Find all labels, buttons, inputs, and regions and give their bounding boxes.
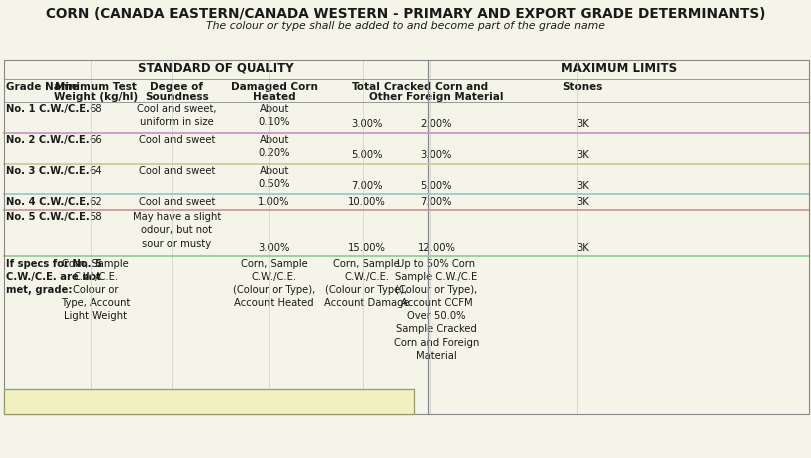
Text: Total: Total [352, 82, 381, 92]
Text: 62: 62 [89, 197, 102, 207]
Text: 3.00%: 3.00% [351, 120, 382, 130]
Text: Corn, Sample: Corn, Sample [62, 259, 129, 269]
Text: 7.00%: 7.00% [351, 181, 382, 191]
Text: Cool and sweet,: Cool and sweet, [137, 104, 217, 114]
Text: No. 3 C.W./C.E.: No. 3 C.W./C.E. [6, 166, 90, 176]
Text: 3.00%: 3.00% [259, 243, 290, 253]
Text: 0.50%: 0.50% [259, 179, 290, 189]
Text: 0.10%: 0.10% [259, 117, 290, 127]
Text: C.W./C.E.: C.W./C.E. [344, 272, 389, 282]
Text: NOTE: “K” in this table refers to Kernels or Kernel-size pieces in 500 grams.: NOTE: “K” in this table refers to Kernel… [12, 396, 389, 406]
Text: STANDARD OF QUALITY: STANDARD OF QUALITY [139, 62, 294, 75]
Text: Weight (kg/hl): Weight (kg/hl) [54, 92, 138, 102]
Text: Account Damage: Account Damage [324, 298, 410, 308]
Text: 3K: 3K [576, 243, 589, 253]
Text: Cracked Corn and: Cracked Corn and [384, 82, 488, 92]
Text: 12.00%: 12.00% [418, 243, 455, 253]
Text: Colour or: Colour or [73, 285, 118, 295]
Text: 3.00%: 3.00% [421, 150, 452, 160]
Text: Sample Cracked: Sample Cracked [396, 324, 477, 334]
Text: C.W./C.E. are not: C.W./C.E. are not [6, 272, 101, 282]
Text: 3K: 3K [576, 197, 589, 207]
Text: uniform in size: uniform in size [140, 117, 213, 127]
Text: MAXIMUM LIMITS: MAXIMUM LIMITS [560, 62, 677, 75]
Text: 3K: 3K [576, 181, 589, 191]
Text: met, grade:: met, grade: [6, 285, 73, 295]
Text: Up to 50% Corn: Up to 50% Corn [397, 259, 475, 269]
Text: (Colour or Type),: (Colour or Type), [233, 285, 315, 295]
Text: No. 1 C.W./C.E.: No. 1 C.W./C.E. [6, 104, 90, 114]
Text: 0.20%: 0.20% [259, 148, 290, 158]
Text: 7.00%: 7.00% [421, 197, 452, 207]
Text: 68: 68 [89, 104, 102, 114]
Text: If specs for No. 5: If specs for No. 5 [6, 259, 102, 269]
Text: Light Weight: Light Weight [64, 311, 127, 321]
Text: 3K: 3K [576, 120, 589, 130]
Text: Sample C.W./C.E: Sample C.W./C.E [395, 272, 478, 282]
Text: Account CCFM: Account CCFM [401, 298, 472, 308]
Text: 2.00%: 2.00% [421, 120, 452, 130]
Text: 58: 58 [89, 212, 102, 222]
Text: Grade Name: Grade Name [6, 82, 79, 92]
Text: sour or musty: sour or musty [142, 239, 212, 249]
Text: About: About [260, 104, 289, 114]
Text: Degee of: Degee of [150, 82, 204, 92]
Text: 15.00%: 15.00% [348, 243, 385, 253]
Text: Damaged Corn: Damaged Corn [230, 82, 318, 92]
Text: No. 2 C.W./C.E.: No. 2 C.W./C.E. [6, 135, 90, 145]
Text: Soundness: Soundness [145, 92, 208, 102]
Text: (Colour or Type),: (Colour or Type), [325, 285, 408, 295]
Text: 66: 66 [89, 135, 102, 145]
Text: About: About [260, 166, 289, 176]
Text: 3K: 3K [576, 150, 589, 160]
Text: 5.00%: 5.00% [421, 181, 452, 191]
Text: Other Foreign Material: Other Foreign Material [369, 92, 504, 102]
Text: Cool and sweet: Cool and sweet [139, 166, 215, 176]
Text: C.W./C.E.: C.W./C.E. [251, 272, 297, 282]
Text: Corn, Sample: Corn, Sample [241, 259, 307, 269]
Text: Type, Account: Type, Account [61, 298, 131, 308]
Text: Cool and sweet: Cool and sweet [139, 197, 215, 207]
Text: Material: Material [416, 351, 457, 361]
Text: 5.00%: 5.00% [351, 150, 382, 160]
Text: Heated: Heated [253, 92, 295, 102]
Text: The colour or type shall be added to and become part of the grade name: The colour or type shall be added to and… [206, 21, 605, 31]
Text: Account Heated: Account Heated [234, 298, 314, 308]
Text: (Colour or Type),: (Colour or Type), [395, 285, 478, 295]
Text: About: About [260, 135, 289, 145]
Text: Stones: Stones [562, 82, 603, 92]
Text: Cool and sweet: Cool and sweet [139, 135, 215, 145]
Text: Corn and Foreign: Corn and Foreign [393, 338, 479, 348]
Text: CORN (CANADA EASTERN/CANADA WESTERN - PRIMARY AND EXPORT GRADE DETERMINANTS): CORN (CANADA EASTERN/CANADA WESTERN - PR… [45, 7, 766, 21]
Text: No. 4 C.W./C.E.: No. 4 C.W./C.E. [6, 197, 90, 207]
Text: No. 5 C.W./C.E.: No. 5 C.W./C.E. [6, 212, 90, 222]
Text: Minimum Test: Minimum Test [55, 82, 136, 92]
Text: C.W./C.E.: C.W./C.E. [73, 272, 118, 282]
Text: 64: 64 [89, 166, 102, 176]
FancyBboxPatch shape [4, 389, 414, 414]
Text: Over 50.0%: Over 50.0% [407, 311, 466, 321]
Text: odour, but not: odour, but not [141, 225, 212, 235]
Text: 10.00%: 10.00% [348, 197, 385, 207]
Text: 1.00%: 1.00% [259, 197, 290, 207]
Text: Corn, Sample: Corn, Sample [333, 259, 400, 269]
Text: May have a slight: May have a slight [133, 212, 221, 222]
Bar [4, 60, 809, 414]
